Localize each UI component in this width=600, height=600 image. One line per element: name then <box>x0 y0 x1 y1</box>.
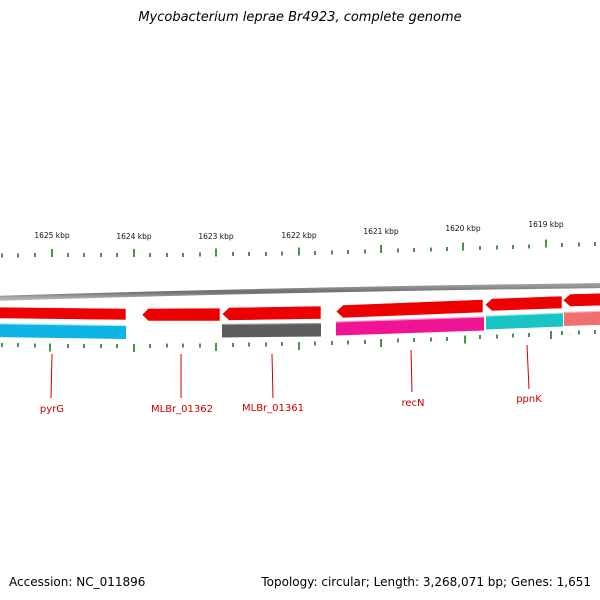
cog-block-ppnK <box>486 313 563 330</box>
accession-label: Accession: NC_011896 <box>9 575 146 589</box>
cds-arrow-next <box>562 292 600 307</box>
cds-arrow-mlbr01362 <box>141 307 221 322</box>
cog-block-mlbr01361 <box>222 323 321 338</box>
leader-mlbr01361 <box>271 353 274 399</box>
leader-pyrG <box>50 353 53 399</box>
gene-label-mlbr01361: MLBr_01361 <box>242 403 304 414</box>
gene-label-leaders <box>50 344 530 399</box>
map-title: Mycobacterium leprae Br4923, complete ge… <box>138 10 462 25</box>
scale-label-1623: 1623 kbp <box>198 232 234 241</box>
scale-label-1621: 1621 kbp <box>363 227 399 236</box>
cds-track <box>0 292 600 322</box>
scale-label-1625: 1625 kbp <box>34 231 70 240</box>
gene-label-mlbr01362: MLBr_01362 <box>151 404 213 415</box>
gene-label-recN: recN <box>401 398 424 409</box>
gene-label-ppnK: ppnK <box>516 394 542 405</box>
scale-label-1619: 1619 kbp <box>528 220 564 229</box>
lower-scale-ticks <box>1 330 596 352</box>
cog-block-next <box>564 311 600 326</box>
gene-label-pyrG: pyrG <box>40 404 64 415</box>
cds-arrow-ppnK <box>484 295 563 312</box>
scale-label-1622: 1622 kbp <box>281 231 317 240</box>
scale-label-1624: 1624 kbp <box>116 232 152 241</box>
cds-arrow-recN <box>335 299 484 319</box>
cds-arrow-mlbr01361 <box>221 305 322 321</box>
cog-block-recN <box>336 317 484 336</box>
cog-track <box>0 310 600 339</box>
cog-block-pyrG <box>0 323 126 339</box>
cds-arrow-pyrG <box>0 306 127 321</box>
backbone-track <box>0 283 600 301</box>
upper-scale-ticks <box>1 239 596 258</box>
genome-summary-label: Topology: circular; Length: 3,268,071 bp… <box>261 575 591 589</box>
scale-label-1620: 1620 kbp <box>445 224 481 233</box>
leader-recN <box>410 349 413 393</box>
leader-ppnK <box>526 344 530 390</box>
